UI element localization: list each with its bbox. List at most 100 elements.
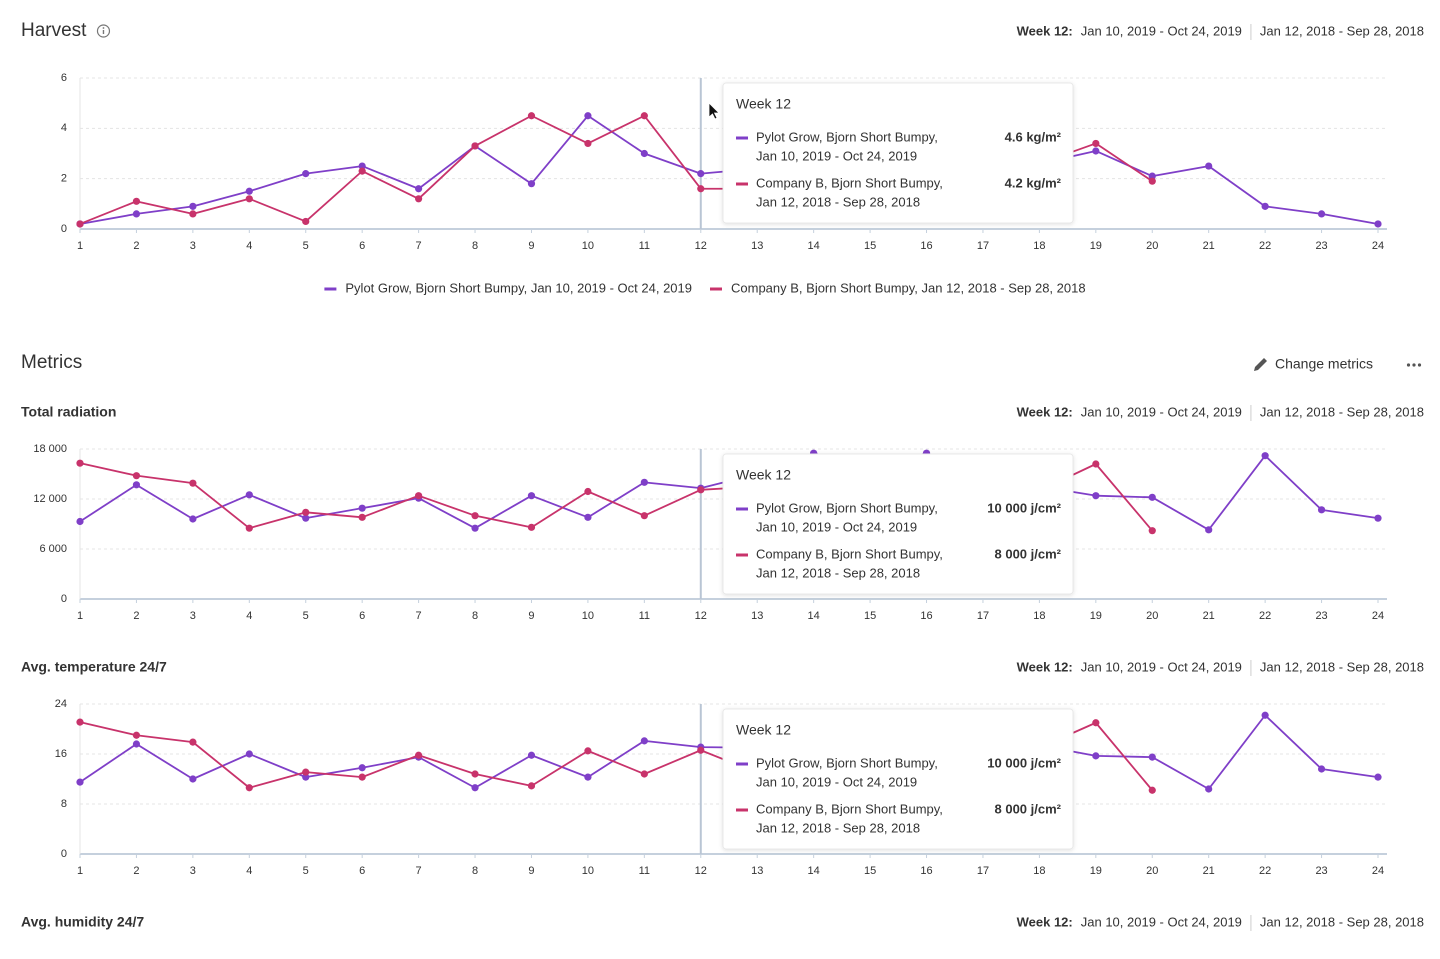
x-tick-label: 14 [808,610,820,622]
data-point [1261,711,1269,719]
data-point [640,478,648,486]
y-tick-label: 0 [61,848,67,860]
y-tick-label: 12 000 [33,493,67,505]
tooltip-title: Week 12 [736,96,791,112]
data-point [640,512,648,520]
data-point [189,738,197,746]
data-point [1092,139,1100,148]
y-tick-label: 8 [61,798,67,810]
x-tick-label: 17 [977,865,989,877]
x-tick-label: 15 [864,610,876,622]
tooltip-dates: Jan 10, 2019 - Oct 24, 2019 [756,774,917,789]
data-point [358,513,366,521]
y-tick-label: 6 000 [39,543,67,555]
data-point [1092,719,1100,727]
x-tick-label: 11 [639,610,650,622]
x-tick-label: 9 [528,865,534,877]
x-tick-label: 18 [1033,610,1045,622]
x-tick-label: 12 [695,865,707,877]
x-tick-label: 2 [133,865,139,877]
info-icon-dot [102,27,105,29]
x-tick-label: 14 [808,240,820,252]
data-point [697,170,705,178]
data-point [471,142,479,150]
more-menu[interactable] [1406,363,1422,367]
data-point [132,197,141,205]
tooltip-series-name: Company B, Bjorn Short Bumpy, [756,546,943,561]
data-point [584,487,592,496]
x-tick-label: 11 [639,240,650,252]
x-tick-label: 2 [133,610,139,622]
data-point [189,775,197,783]
data-point [189,479,197,487]
data-point [527,180,536,188]
x-tick-label: 24 [1372,610,1384,622]
date-range: Jan 10, 2019 - Oct 24, 2019 [1081,914,1242,929]
tooltip-box [722,82,1074,224]
legend-label: Pylot Grow, Bjorn Short Bumpy, Jan 10, 2… [345,280,692,295]
x-tick-label: 7 [416,865,422,877]
data-point [697,486,705,494]
data-point [245,195,253,203]
data-point [76,220,84,228]
data-point [132,731,141,739]
data-point [697,185,705,193]
data-point [471,524,479,532]
tooltip: Week 12 Pylot Grow, Bjorn Short Bumpy, Jan… [722,708,1074,850]
x-tick-label: 8 [472,240,478,252]
data-point [358,773,366,781]
tooltip-series-name: Pylot Grow, Bjorn Short Bumpy, [756,755,938,770]
date-range: Jan 10, 2019 - Oct 24, 2019 [1081,23,1242,38]
data-point [640,737,648,745]
tooltip-series-name: Pylot Grow, Bjorn Short Bumpy, [756,500,938,515]
data-point [245,524,253,532]
data-point [415,185,423,193]
x-tick-label: 5 [303,865,309,877]
x-tick-label: 20 [1146,240,1158,252]
data-point [1205,526,1213,534]
x-tick-label: 16 [920,610,932,622]
data-point [1092,752,1100,760]
x-tick-label: 5 [303,240,309,252]
tooltip-dates: Jan 12, 2018 - Sep 28, 2018 [756,565,920,580]
y-tick-label: 6 [61,72,67,84]
data-point [358,764,366,772]
data-point [358,162,366,170]
data-point [302,217,310,226]
tooltip-series-name: Company B, Bjorn Short Bumpy, [756,175,943,190]
x-tick-label: 7 [416,240,422,252]
date-range: Jan 10, 2019 - Oct 24, 2019 [1081,404,1242,419]
x-tick-label: 10 [582,865,594,877]
tooltip: Week 12 Pylot Grow, Bjorn Short Bumpy, Jan… [722,453,1074,595]
x-tick-label: 7 [416,610,422,622]
pencil-icon [1254,358,1267,371]
x-tick-label: 20 [1146,865,1158,877]
data-point [1148,527,1156,535]
change-metrics-button[interactable]: Change metrics [1254,356,1373,372]
x-tick-label: 13 [751,240,763,252]
x-tick-label: 16 [920,865,932,877]
y-tick-label: 16 [55,748,67,760]
y-tick-label: 18 000 [33,443,67,455]
x-tick-label: 15 [864,240,876,252]
data-point [245,784,253,792]
data-point [584,747,592,755]
x-tick-label: 10 [582,610,594,622]
x-tick-label: 1 [77,865,83,877]
x-tick-label: 8 [472,610,478,622]
data-point [1374,220,1382,228]
x-tick-label: 1 [77,240,83,252]
tooltip-value: 4.6 kg/m² [1005,129,1062,144]
date-range: Jan 12, 2018 - Sep 28, 2018 [1260,659,1424,674]
data-point [1205,162,1213,170]
data-point [245,491,253,499]
data-point [132,472,141,480]
x-tick-label: 21 [1203,865,1215,877]
data-point [1148,753,1156,761]
week-label: Week 12: [1017,404,1073,419]
dot [1412,363,1416,367]
data-point [1317,210,1326,218]
change-metrics-label[interactable]: Change metrics [1275,356,1373,372]
